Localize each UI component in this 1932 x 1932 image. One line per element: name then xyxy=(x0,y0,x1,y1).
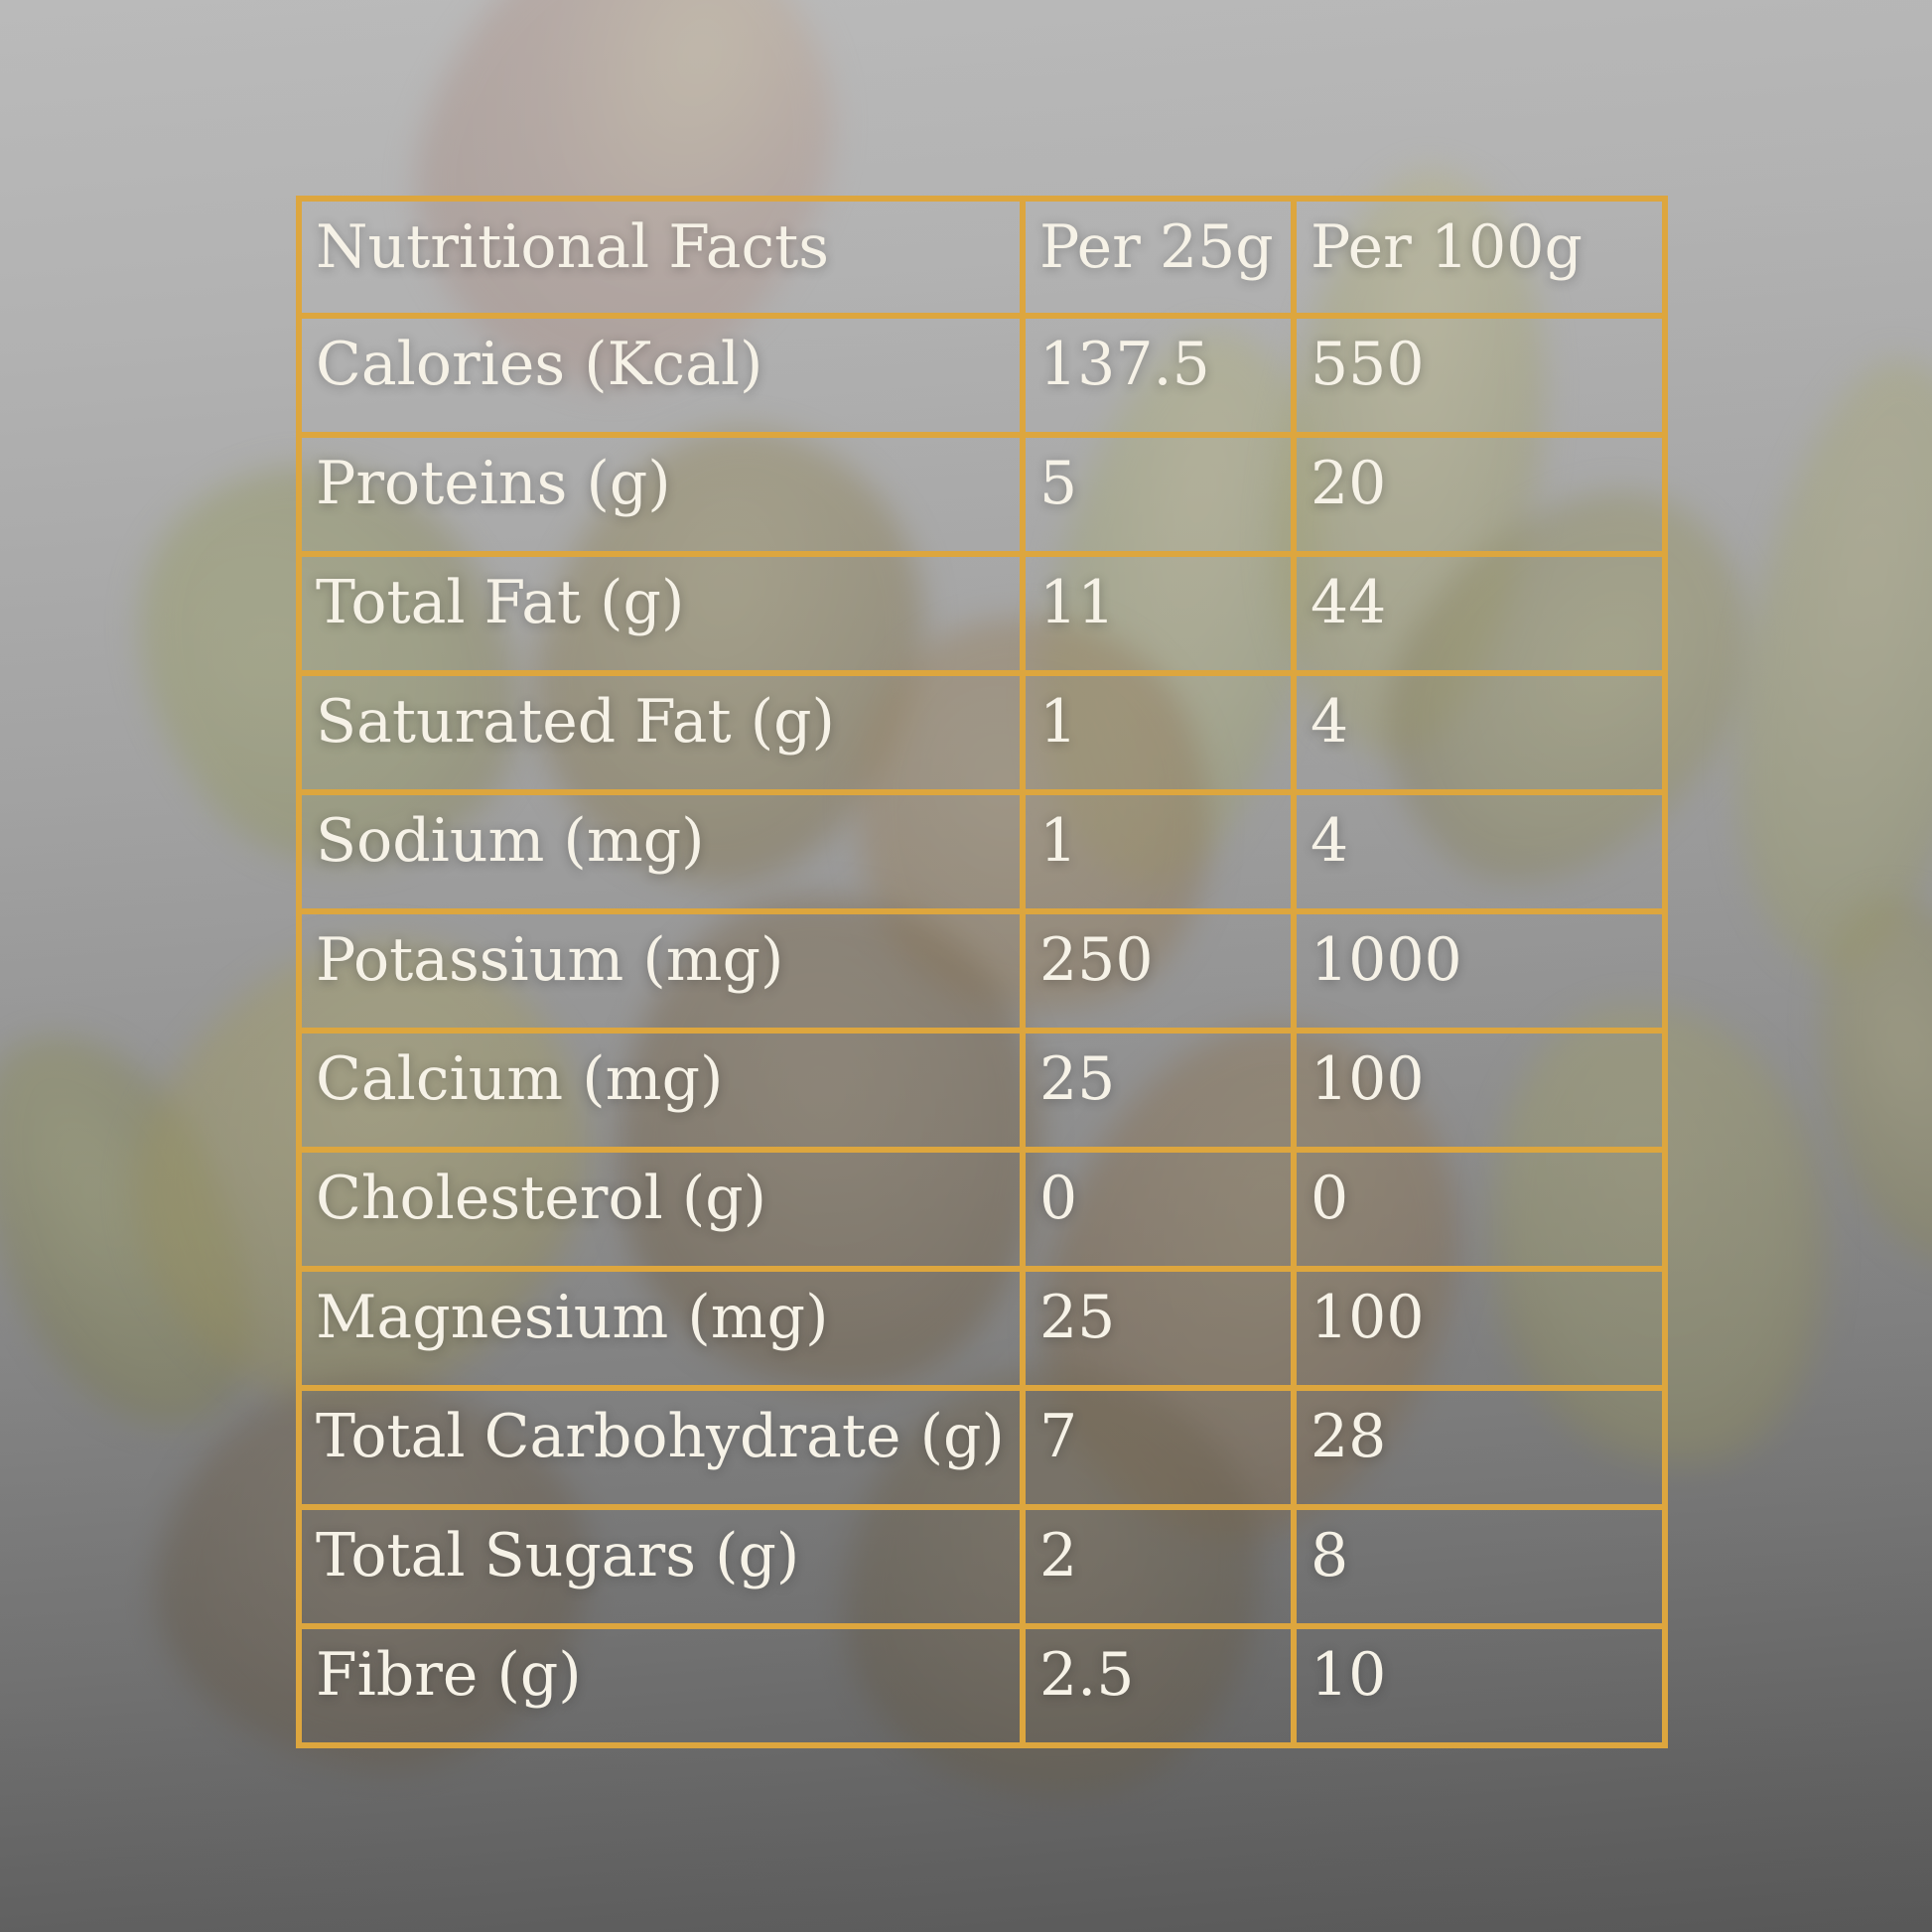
header-row: Nutritional Facts Per 25g Per 100g xyxy=(296,196,1668,319)
value-per-100g: 1000 xyxy=(1291,908,1668,1034)
table-row: Cholesterol (g) 0 0 xyxy=(296,1147,1668,1272)
table-row: Sodium (mg) 1 4 xyxy=(296,789,1668,914)
row-label: Total Fat (g) xyxy=(296,551,1026,676)
value-per-25g: 11 xyxy=(1020,551,1297,676)
value-per-25g: 1 xyxy=(1020,789,1297,914)
row-label: Saturated Fat (g) xyxy=(296,670,1026,795)
nutrition-table: Nutritional Facts Per 25g Per 100g Calor… xyxy=(296,196,1668,1748)
value-per-25g: 0 xyxy=(1020,1147,1297,1272)
row-label: Magnesium (mg) xyxy=(296,1266,1026,1391)
table-row: Saturated Fat (g) 1 4 xyxy=(296,670,1668,795)
row-label: Calories (Kcal) xyxy=(296,313,1026,438)
table-row: Total Sugars (g) 2 8 xyxy=(296,1504,1668,1629)
value-per-100g: 28 xyxy=(1291,1385,1668,1510)
value-per-25g: 2.5 xyxy=(1020,1623,1297,1748)
col-header-per-100g: Per 100g xyxy=(1291,196,1668,319)
value-per-100g: 100 xyxy=(1291,1266,1668,1391)
row-label: Proteins (g) xyxy=(296,432,1026,557)
value-per-25g: 5 xyxy=(1020,432,1297,557)
table-row: Magnesium (mg) 25 100 xyxy=(296,1266,1668,1391)
value-per-25g: 1 xyxy=(1020,670,1297,795)
value-per-100g: 20 xyxy=(1291,432,1668,557)
value-per-100g: 44 xyxy=(1291,551,1668,676)
row-label: Total Carbohydrate (g) xyxy=(296,1385,1026,1510)
value-per-100g: 100 xyxy=(1291,1028,1668,1153)
value-per-100g: 10 xyxy=(1291,1623,1668,1748)
table-row: Calories (Kcal) 137.5 550 xyxy=(296,313,1668,438)
row-label: Sodium (mg) xyxy=(296,789,1026,914)
value-per-100g: 550 xyxy=(1291,313,1668,438)
row-label: Fibre (g) xyxy=(296,1623,1026,1748)
value-per-25g: 7 xyxy=(1020,1385,1297,1510)
row-label: Potassium (mg) xyxy=(296,908,1026,1034)
value-per-25g: 25 xyxy=(1020,1028,1297,1153)
table-row: Total Carbohydrate (g) 7 28 xyxy=(296,1385,1668,1510)
row-label: Calcium (mg) xyxy=(296,1028,1026,1153)
col-header-nutritional-facts: Nutritional Facts xyxy=(296,196,1026,319)
value-per-25g: 250 xyxy=(1020,908,1297,1034)
value-per-100g: 0 xyxy=(1291,1147,1668,1272)
value-per-100g: 8 xyxy=(1291,1504,1668,1629)
row-label: Cholesterol (g) xyxy=(296,1147,1026,1272)
value-per-25g: 25 xyxy=(1020,1266,1297,1391)
table-row: Proteins (g) 5 20 xyxy=(296,432,1668,557)
value-per-25g: 2 xyxy=(1020,1504,1297,1629)
table-row: Total Fat (g) 11 44 xyxy=(296,551,1668,676)
value-per-100g: 4 xyxy=(1291,670,1668,795)
row-label: Total Sugars (g) xyxy=(296,1504,1026,1629)
col-header-per-25g: Per 25g xyxy=(1020,196,1297,319)
table-row: Potassium (mg) 250 1000 xyxy=(296,908,1668,1034)
value-per-100g: 4 xyxy=(1291,789,1668,914)
table-row: Calcium (mg) 25 100 xyxy=(296,1028,1668,1153)
value-per-25g: 137.5 xyxy=(1020,313,1297,438)
table-row: Fibre (g) 2.5 10 xyxy=(296,1623,1668,1748)
